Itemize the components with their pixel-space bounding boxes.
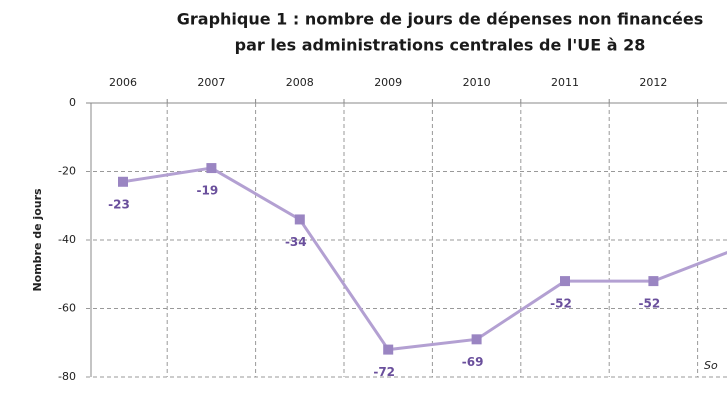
marker: [294, 214, 305, 225]
marker: [118, 176, 128, 187]
y-tick-label: -60: [58, 302, 76, 315]
data-label: -69: [462, 355, 484, 369]
x-tick-label: 2009: [374, 76, 402, 89]
y-axis-label: Nombre de jours: [31, 188, 44, 292]
chart-title: par les administrations centrales de l'U…: [235, 36, 646, 55]
chart-title: Graphique 1 : nombre de jours de dépense…: [177, 10, 703, 29]
marker: [560, 276, 570, 287]
marker: [383, 344, 394, 355]
data-label: -34: [285, 235, 307, 249]
data-label: -23: [108, 197, 130, 211]
x-tick-label: 2011: [551, 76, 579, 89]
marker: [206, 163, 217, 174]
y-tick-label: -80: [58, 370, 76, 383]
x-tick-label: 2008: [286, 76, 314, 89]
x-tick-label: 2007: [197, 76, 225, 89]
marker: [648, 276, 659, 287]
annotation: So: [704, 359, 718, 372]
y-tick-label: -40: [58, 233, 76, 246]
x-tick-label: 2006: [109, 76, 137, 89]
x-tick-label: 2012: [639, 76, 667, 89]
line: [122, 166, 727, 352]
data-label: -52: [550, 297, 572, 311]
data-label: -52: [639, 297, 661, 311]
data-label: -72: [373, 365, 395, 379]
marker: [471, 334, 482, 345]
data-label: -19: [197, 184, 219, 198]
y-tick-label: 0: [69, 96, 76, 109]
y-tick-label: -20: [58, 165, 76, 178]
x-tick-label: 2010: [463, 76, 491, 89]
